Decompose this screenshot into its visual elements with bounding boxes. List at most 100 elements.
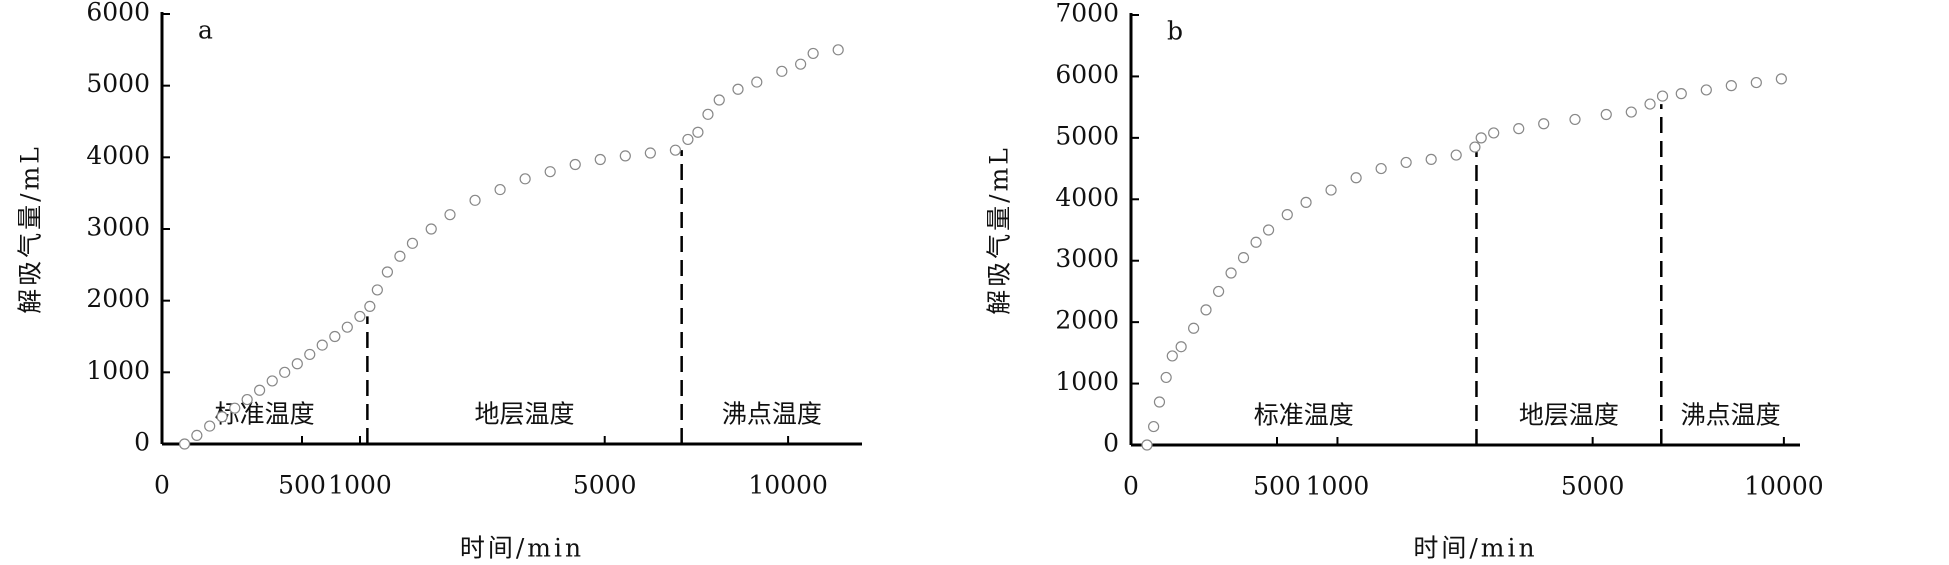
data-point <box>1644 98 1656 110</box>
data-point <box>682 133 694 146</box>
data-point <box>1141 439 1153 451</box>
data-point <box>1469 141 1481 153</box>
data-point <box>795 58 807 70</box>
data-point <box>394 250 406 262</box>
data-point <box>329 330 341 343</box>
data-point <box>1250 236 1262 248</box>
data-point <box>1600 108 1612 121</box>
data-point <box>807 47 819 60</box>
data-point <box>229 402 241 414</box>
x-tick-label: 500 <box>278 471 326 500</box>
data-point <box>1175 341 1187 353</box>
data-point <box>291 358 303 370</box>
data-point <box>519 173 531 185</box>
y-tick-label: 0 <box>1103 429 1119 458</box>
data-point <box>444 209 456 221</box>
data-point <box>1488 127 1500 139</box>
data-point <box>1725 80 1737 92</box>
data-point <box>469 194 481 206</box>
data-point <box>713 94 725 106</box>
y-tick-label: 4000 <box>86 141 150 170</box>
data-point <box>1237 252 1250 264</box>
data-point <box>1160 371 1172 384</box>
region-label: 标准温度 <box>1254 401 1354 430</box>
y-tick-label: 6000 <box>1055 60 1119 89</box>
data-point <box>204 420 216 432</box>
y-tick-label: 5000 <box>1055 121 1119 150</box>
data-point <box>381 266 393 278</box>
data-point <box>1750 76 1762 89</box>
data-point <box>279 366 291 378</box>
x-tick-label: 1000 <box>1306 472 1370 501</box>
data-point <box>1166 350 1178 362</box>
y-tick-label: 3000 <box>1055 244 1119 273</box>
data-point <box>1225 267 1237 279</box>
data-point <box>1325 184 1337 196</box>
data-point <box>1513 123 1525 135</box>
y-tick-label: 1000 <box>1055 367 1119 396</box>
data-point <box>1262 224 1275 236</box>
y-tick-label: 4000 <box>1055 183 1119 212</box>
data-point <box>178 438 191 450</box>
data-point <box>1625 106 1637 118</box>
panel-label: a <box>198 16 213 45</box>
x-tick-label: 5000 <box>573 471 637 500</box>
y-tick-label: 3000 <box>86 213 150 242</box>
region-label: 沸点温度 <box>1681 401 1781 430</box>
data-point <box>316 339 328 351</box>
data-point <box>354 310 366 323</box>
region-label: 沸点温度 <box>722 400 822 429</box>
x-axis-label: 时间/min <box>460 534 584 563</box>
data-point <box>1569 113 1581 126</box>
data-point <box>1153 396 1166 408</box>
data-point <box>191 429 203 441</box>
x-tick-label: 10000 <box>1744 472 1824 501</box>
data-point <box>216 411 228 423</box>
data-point <box>371 284 383 296</box>
y-tick-label: 7000 <box>1055 0 1119 28</box>
data-point <box>1300 196 1312 208</box>
y-tick-label: 0 <box>134 428 150 457</box>
data-point <box>1775 73 1787 85</box>
data-point <box>702 108 714 120</box>
data-point <box>1350 172 1362 184</box>
data-point <box>619 150 631 162</box>
y-tick-label: 1000 <box>86 356 150 385</box>
y-tick-label: 2000 <box>86 284 150 313</box>
data-point <box>669 144 682 156</box>
data-point <box>494 183 506 196</box>
data-point <box>1425 153 1437 165</box>
x-axis-label: 时间/min <box>1413 534 1537 563</box>
region-label: 地层温度 <box>475 400 575 429</box>
data-point <box>1200 304 1212 316</box>
data-point <box>692 126 704 138</box>
data-point <box>1188 322 1200 334</box>
x-tick-label: 5000 <box>1561 472 1625 501</box>
data-point <box>544 166 556 178</box>
data-point <box>1148 420 1160 433</box>
data-point <box>241 393 253 406</box>
data-point <box>832 44 844 56</box>
region-label: 标准温度 <box>215 400 315 429</box>
x-tick-label: 500 <box>1253 472 1301 501</box>
data-point <box>364 300 376 312</box>
x-tick-label: 0 <box>1123 472 1139 501</box>
data-point <box>1212 285 1225 298</box>
y-axis-label: 解吸气量/mL <box>985 145 1014 315</box>
data-point <box>1281 209 1293 221</box>
y-tick-label: 5000 <box>86 69 150 98</box>
data-point <box>341 321 353 333</box>
data-point <box>1375 162 1387 175</box>
data-point <box>1475 132 1487 144</box>
data-point <box>1400 156 1412 169</box>
data-point <box>594 153 606 166</box>
x-tick-label: 1000 <box>328 471 392 500</box>
data-point <box>253 384 266 396</box>
data-point <box>1656 90 1669 102</box>
data-point <box>266 375 278 387</box>
y-axis-label: 解吸气量/mL <box>16 144 45 314</box>
panel-label: b <box>1167 17 1183 46</box>
y-tick-label: 6000 <box>86 0 150 27</box>
data-point <box>1450 149 1462 161</box>
